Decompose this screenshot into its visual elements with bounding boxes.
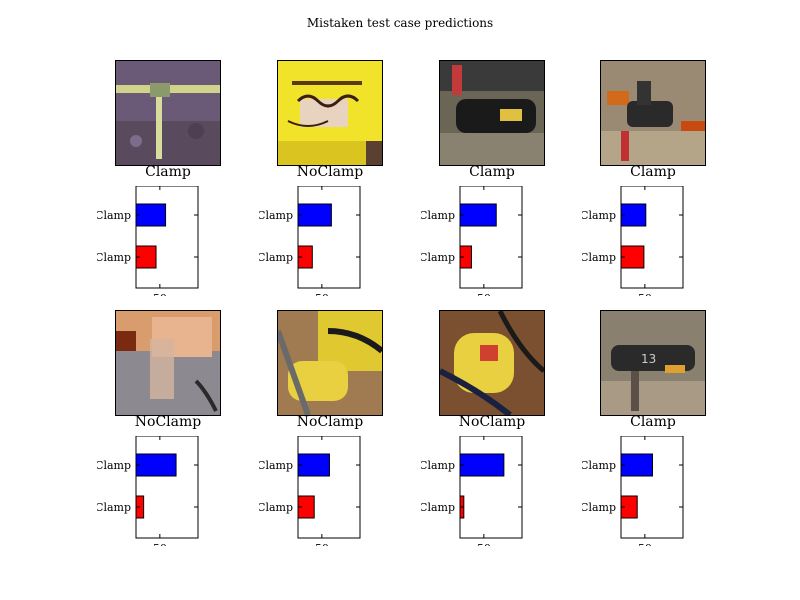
axes-frame [620,436,684,539]
prediction-chart: Clamp NoClamp 50 [582,436,684,546]
axes-frame [297,186,361,289]
axes-frame [459,186,523,289]
x-tick-label: 50 [315,542,329,546]
axes-frame [620,186,684,289]
x-tick-label: 50 [638,542,652,546]
x-tick-label: 50 [153,292,167,296]
true-label: NoClamp [296,164,364,180]
prediction-chart: NoClamp Clamp 50 [97,436,199,546]
thumbnail-image-3 [439,60,545,166]
y-tick-label: NoClamp [97,501,131,514]
axes-frame [135,186,199,289]
thumbnail-image-4 [600,60,706,166]
y-tick-label: Clamp [421,459,455,472]
y-tick-label: Clamp [421,251,455,264]
axes-frame [459,436,523,539]
bar [297,453,330,477]
y-tick-label: Clamp [582,251,616,264]
prediction-chart: Clamp NoClamp 50 [421,186,523,296]
prediction-chart: NoClamp Clamp 50 [259,186,361,296]
thumbnail-image-2 [277,60,383,166]
prediction-chart: Clamp NoClamp 50 [582,186,684,296]
x-tick-label: 50 [638,292,652,296]
thumbnail-image-7 [439,310,545,416]
true-label: NoClamp [296,414,364,430]
true-label: Clamp [145,164,191,180]
y-tick-label: Clamp [259,209,293,222]
figure-title: Mistaken test case predictions [306,16,494,30]
y-tick-label: NoClamp [582,209,616,222]
true-label: NoClamp [458,414,526,430]
thumbnail-image-6 [277,310,383,416]
y-tick-label: Clamp [582,501,616,514]
x-tick-label: 50 [153,542,167,546]
y-tick-label: NoClamp [259,251,293,264]
axes-frame [135,436,199,539]
y-tick-label: NoClamp [421,501,455,514]
bar [459,203,497,227]
true-label: NoClamp [134,414,202,430]
bar [297,203,332,227]
bar [135,203,167,227]
axes-frame [297,436,361,539]
y-tick-label: Clamp [97,459,131,472]
y-tick-label: NoClamp [582,459,616,472]
svg-text:13: 13 [641,352,656,366]
x-tick-label: 50 [477,542,491,546]
prediction-chart: Clamp NoClamp 50 [97,186,199,296]
thumbnail-image-1 [115,60,221,166]
thumbnail-image-5 [115,310,221,416]
bar [459,453,505,477]
thumbnail-image-8: 13 [600,310,706,416]
y-tick-label: Clamp [97,251,131,264]
bar [135,453,177,477]
true-label: Clamp [630,164,676,180]
y-tick-label: NoClamp [421,209,455,222]
x-tick-label: 50 [477,292,491,296]
y-tick-label: Clamp [259,459,293,472]
prediction-chart: NoClamp Clamp 50 [259,436,361,546]
prediction-chart: NoClamp Clamp 50 [421,436,523,546]
true-label: Clamp [630,414,676,430]
true-label: Clamp [469,164,515,180]
bar [620,453,653,477]
y-tick-label: NoClamp [259,501,293,514]
x-tick-label: 50 [315,292,329,296]
y-tick-label: NoClamp [97,209,131,222]
